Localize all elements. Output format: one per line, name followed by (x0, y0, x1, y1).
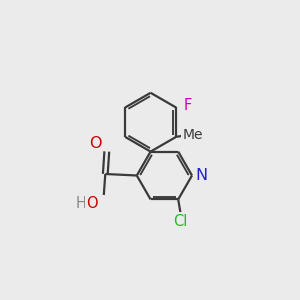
Text: N: N (195, 168, 207, 183)
Text: O: O (89, 136, 102, 152)
Text: F: F (183, 98, 192, 112)
Text: HO: HO (78, 196, 100, 211)
Text: H: H (76, 196, 87, 211)
Text: O: O (87, 196, 98, 211)
Text: Me: Me (182, 128, 203, 142)
Text: Cl: Cl (173, 214, 188, 229)
